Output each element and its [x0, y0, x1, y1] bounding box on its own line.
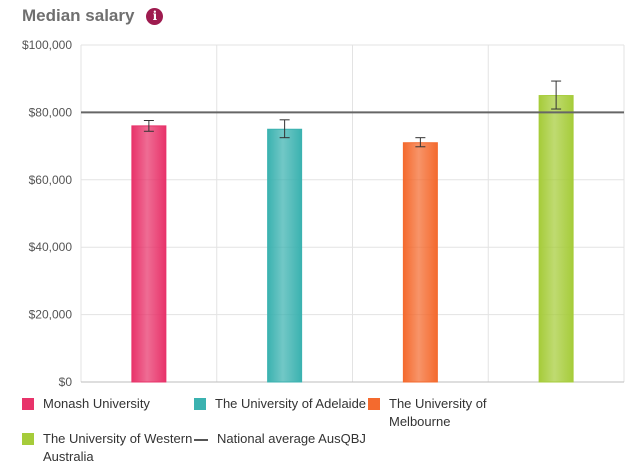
legend-item-monash[interactable]: Monash University	[22, 395, 150, 413]
legend-swatch	[368, 398, 380, 410]
legend-swatch	[22, 398, 34, 410]
chart-grid	[80, 44, 625, 383]
bar	[267, 128, 303, 383]
y-axis-ticks: $0 $20,000 $40,000 $60,000 $80,000 $100,000	[22, 38, 72, 389]
legend-label: The University of Adelaide	[215, 396, 367, 411]
legend-label: The University of Western Australia	[43, 431, 193, 464]
legend-item-melbourne[interactable]: The University of Melbourne	[368, 395, 508, 431]
bar	[131, 125, 167, 383]
y-tick-label: $0	[59, 375, 73, 389]
y-tick-label: $80,000	[29, 105, 73, 119]
bar	[538, 95, 574, 383]
legend-item-national-average[interactable]: National average AusQBJ	[194, 430, 366, 448]
legend-label: The University of Melbourne	[389, 396, 487, 429]
info-icon[interactable]: i	[146, 7, 164, 25]
y-tick-label: $20,000	[29, 308, 73, 322]
legend-swatch	[194, 398, 206, 410]
y-tick-label: $60,000	[29, 173, 73, 187]
chart-bars	[131, 95, 574, 383]
error-bars	[143, 80, 562, 148]
legend-item-adelaide[interactable]: The University of Adelaide	[194, 395, 366, 413]
legend-line-swatch	[194, 439, 208, 441]
y-tick-label: $40,000	[29, 240, 73, 254]
legend-swatch	[22, 433, 34, 445]
legend-label: National average AusQBJ	[217, 431, 366, 446]
y-tick-label: $100,000	[22, 38, 72, 52]
chart-header: Median salary i	[22, 4, 164, 28]
legend-item-western-australia[interactable]: The University of Western Australia	[22, 430, 194, 466]
bar	[402, 142, 438, 383]
legend-label: Monash University	[43, 396, 150, 411]
chart-title: Median salary	[22, 6, 135, 25]
